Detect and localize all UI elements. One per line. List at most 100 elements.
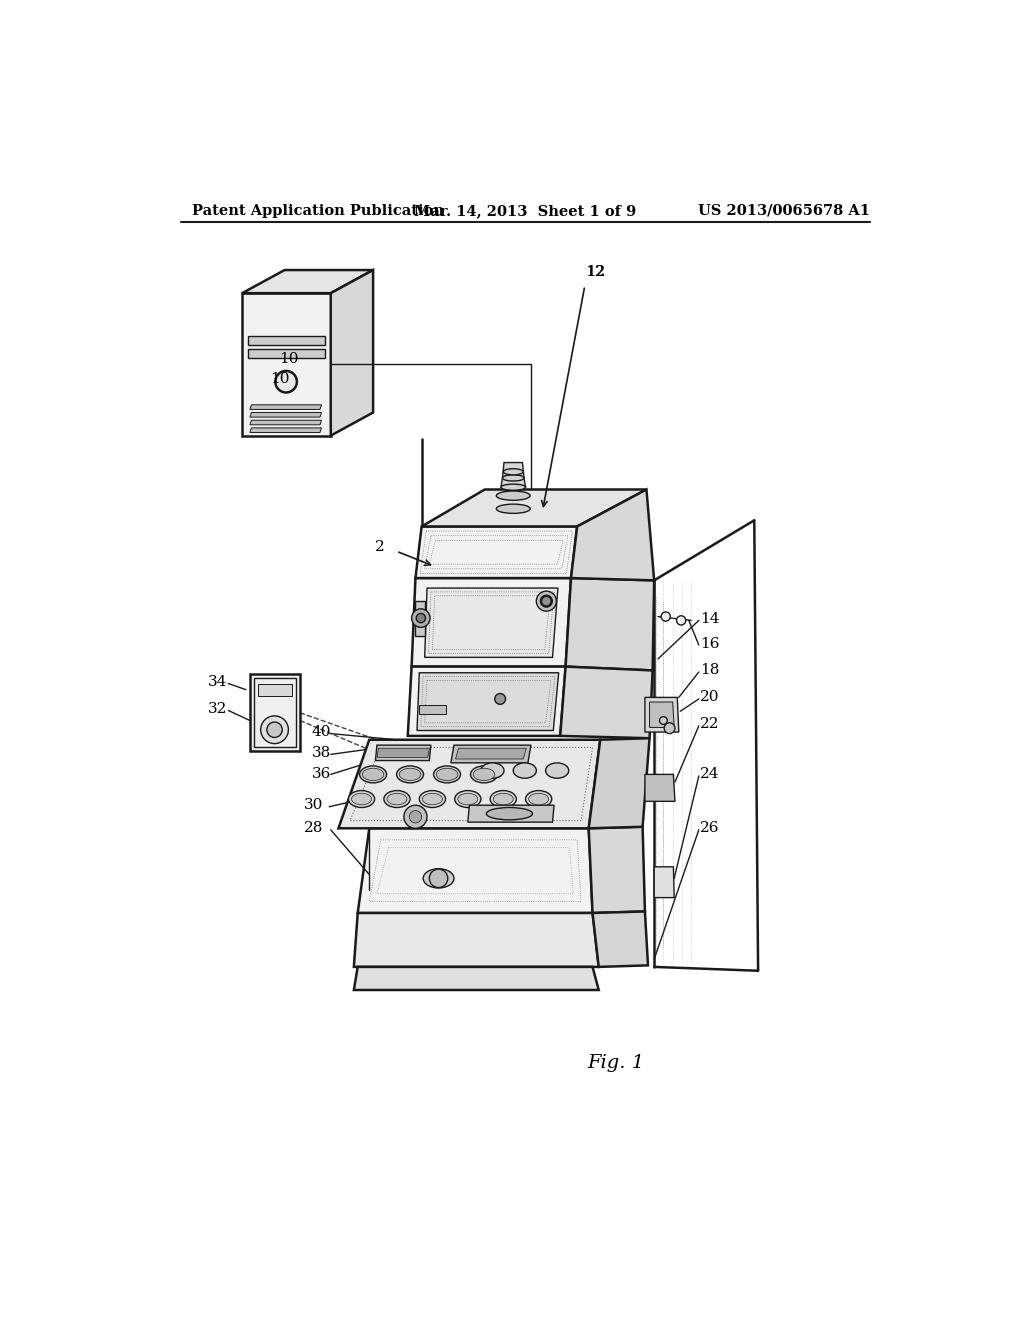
Polygon shape	[258, 684, 292, 696]
Ellipse shape	[359, 766, 387, 783]
Polygon shape	[250, 675, 300, 751]
Ellipse shape	[501, 484, 525, 490]
Text: 22: 22	[700, 717, 720, 731]
Text: 24: 24	[700, 767, 720, 781]
Circle shape	[267, 722, 283, 738]
Text: Patent Application Publication: Patent Application Publication	[193, 203, 444, 218]
Polygon shape	[589, 826, 645, 913]
Ellipse shape	[423, 869, 454, 888]
Ellipse shape	[458, 793, 478, 805]
Polygon shape	[377, 748, 429, 758]
Ellipse shape	[528, 793, 549, 805]
Ellipse shape	[486, 808, 532, 820]
Ellipse shape	[433, 766, 461, 783]
Circle shape	[495, 693, 506, 705]
Ellipse shape	[455, 791, 481, 808]
Polygon shape	[645, 775, 675, 801]
Text: 40: 40	[311, 725, 331, 739]
Text: 26: 26	[700, 821, 720, 836]
Polygon shape	[416, 527, 578, 578]
Circle shape	[541, 595, 552, 607]
Polygon shape	[412, 578, 571, 667]
Polygon shape	[422, 490, 646, 527]
Polygon shape	[451, 744, 531, 763]
Ellipse shape	[481, 763, 504, 779]
Ellipse shape	[503, 475, 524, 480]
Polygon shape	[593, 911, 648, 966]
Circle shape	[403, 805, 427, 829]
Circle shape	[261, 715, 289, 743]
Ellipse shape	[503, 469, 523, 475]
Polygon shape	[249, 335, 325, 345]
Polygon shape	[408, 667, 565, 737]
Text: 38: 38	[311, 746, 331, 760]
Text: 34: 34	[208, 675, 226, 689]
Ellipse shape	[422, 793, 442, 805]
Polygon shape	[250, 420, 322, 425]
Circle shape	[412, 609, 430, 627]
Polygon shape	[419, 705, 446, 714]
Polygon shape	[354, 913, 599, 966]
Polygon shape	[243, 271, 373, 293]
Text: 10: 10	[270, 372, 290, 387]
Polygon shape	[250, 412, 322, 417]
Circle shape	[659, 717, 668, 725]
Polygon shape	[560, 667, 652, 738]
Text: Fig. 1: Fig. 1	[587, 1055, 644, 1072]
Polygon shape	[250, 428, 322, 433]
Polygon shape	[501, 478, 525, 487]
Text: US 2013/0065678 A1: US 2013/0065678 A1	[697, 203, 869, 218]
Text: 28: 28	[304, 821, 324, 836]
Polygon shape	[416, 601, 425, 636]
Polygon shape	[565, 578, 654, 671]
Ellipse shape	[348, 791, 375, 808]
Polygon shape	[250, 405, 322, 409]
Circle shape	[677, 615, 686, 626]
Polygon shape	[249, 348, 325, 358]
Polygon shape	[357, 829, 593, 913]
Polygon shape	[331, 271, 373, 436]
Ellipse shape	[473, 768, 495, 780]
Ellipse shape	[419, 791, 445, 808]
Polygon shape	[571, 490, 654, 581]
Polygon shape	[503, 462, 524, 478]
Polygon shape	[425, 589, 558, 657]
Ellipse shape	[351, 793, 372, 805]
Text: 12: 12	[585, 265, 604, 280]
Polygon shape	[243, 293, 331, 436]
Text: 36: 36	[311, 767, 331, 781]
Ellipse shape	[503, 490, 523, 496]
Circle shape	[429, 869, 447, 887]
Ellipse shape	[387, 793, 407, 805]
Text: 10: 10	[279, 351, 298, 366]
Ellipse shape	[399, 768, 421, 780]
Circle shape	[275, 371, 297, 392]
Text: 32: 32	[208, 702, 226, 715]
Text: 20: 20	[700, 690, 720, 705]
Text: 18: 18	[700, 664, 720, 677]
Ellipse shape	[470, 766, 498, 783]
Ellipse shape	[436, 768, 458, 780]
Ellipse shape	[497, 504, 530, 513]
Polygon shape	[456, 748, 526, 759]
Ellipse shape	[546, 763, 568, 779]
Circle shape	[665, 723, 675, 734]
Polygon shape	[654, 867, 674, 898]
Ellipse shape	[494, 793, 513, 805]
Ellipse shape	[396, 766, 424, 783]
Polygon shape	[589, 738, 649, 829]
Text: 16: 16	[700, 636, 720, 651]
Polygon shape	[339, 739, 600, 829]
Circle shape	[662, 612, 671, 622]
Text: 12: 12	[587, 265, 606, 280]
Polygon shape	[354, 966, 599, 990]
Polygon shape	[468, 805, 554, 822]
Ellipse shape	[525, 791, 552, 808]
Text: 14: 14	[700, 612, 720, 626]
Circle shape	[410, 810, 422, 822]
Ellipse shape	[490, 791, 516, 808]
Polygon shape	[376, 744, 431, 760]
Ellipse shape	[384, 791, 410, 808]
Polygon shape	[649, 702, 674, 727]
Text: 30: 30	[304, 799, 324, 812]
